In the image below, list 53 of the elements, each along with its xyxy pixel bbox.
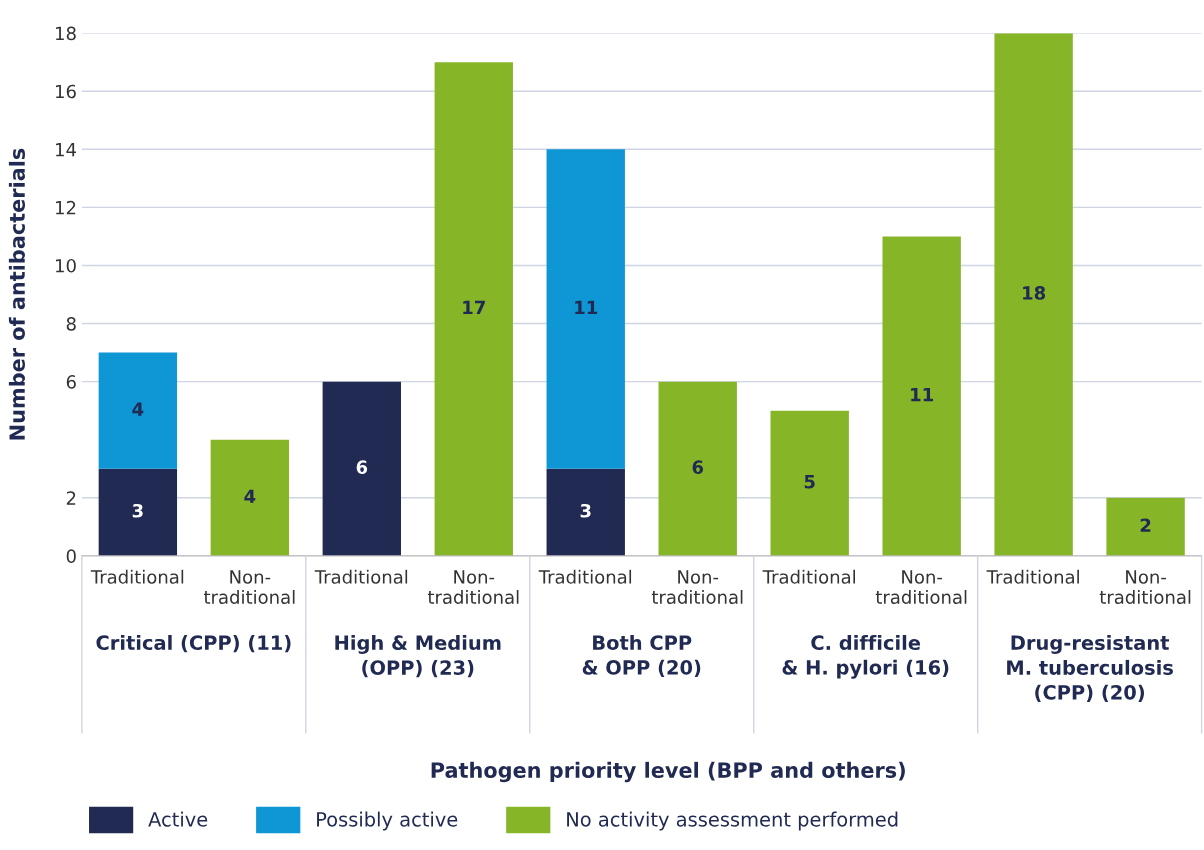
y-tick-label: 8 — [66, 317, 76, 331]
bar — [1106, 497, 1185, 556]
text: Drug-resistant M. tuberculosis (CPP) (20) — [1007, 635, 1173, 702]
text: C. difficile & H. pylori (16) — [782, 635, 949, 679]
x-tick-label: Traditional — [986, 569, 1079, 584]
x-tick-label: Traditional — [90, 569, 184, 584]
bar — [322, 381, 401, 556]
bar — [770, 410, 849, 556]
y-tick-label: 14 — [56, 143, 76, 157]
x-tick-label: Non-traditional — [875, 570, 967, 604]
data-label: 2 — [1140, 518, 1151, 532]
data-label: 6 — [692, 460, 704, 475]
y-tick-label: 16 — [56, 84, 76, 99]
bar — [98, 468, 178, 556]
bar — [546, 468, 625, 556]
bar — [658, 381, 737, 556]
y-tick-label: 6 — [66, 375, 76, 389]
data-label: 18 — [1023, 286, 1046, 300]
text: High & Medium (OPP) (23) — [335, 635, 501, 678]
data-label: 4 — [244, 489, 256, 503]
x-tick-label: Traditional — [314, 569, 408, 584]
y-tick-label: 0 — [66, 549, 76, 564]
text: Both CPP & OPP (20) — [582, 635, 701, 678]
data-label: 17 — [463, 300, 485, 315]
data-label: 5 — [804, 475, 815, 489]
x-tick-label: Non-traditional — [203, 570, 295, 604]
data-label: 3 — [580, 503, 591, 518]
legend-label: Possibly active — [317, 811, 458, 831]
x-tick-label: Non-traditional — [1099, 570, 1191, 604]
x-tick-label: Traditional — [762, 569, 855, 584]
bar — [994, 33, 1073, 556]
data-label: 11 — [911, 387, 933, 402]
data-label: 11 — [575, 300, 598, 315]
bar — [210, 439, 290, 556]
bar — [882, 236, 961, 556]
text: Pathogen priority level (BPP and others) — [431, 761, 905, 783]
text: Critical (CPP) (11) — [96, 635, 291, 653]
data-label: 4 — [132, 402, 144, 416]
x-tick-label: Traditional — [538, 569, 632, 584]
y-axis-title: Number of antibacterials — [8, 148, 25, 440]
bar — [546, 149, 625, 469]
y-tick-label: 12 — [56, 200, 76, 215]
data-label: 3 — [132, 503, 143, 518]
data-label: 6 — [356, 460, 368, 475]
bar — [98, 352, 178, 469]
legend-label: No activity assessment performed — [567, 811, 898, 831]
y-tick-label: 10 — [56, 258, 76, 273]
x-tick-label: Non-traditional — [651, 570, 743, 604]
legend-label: Active — [148, 811, 208, 827]
y-tick-label: 18 — [56, 26, 76, 41]
bar — [434, 62, 513, 556]
x-tick-label: Non-traditional — [427, 570, 519, 604]
y-tick-label: 2 — [66, 491, 76, 505]
